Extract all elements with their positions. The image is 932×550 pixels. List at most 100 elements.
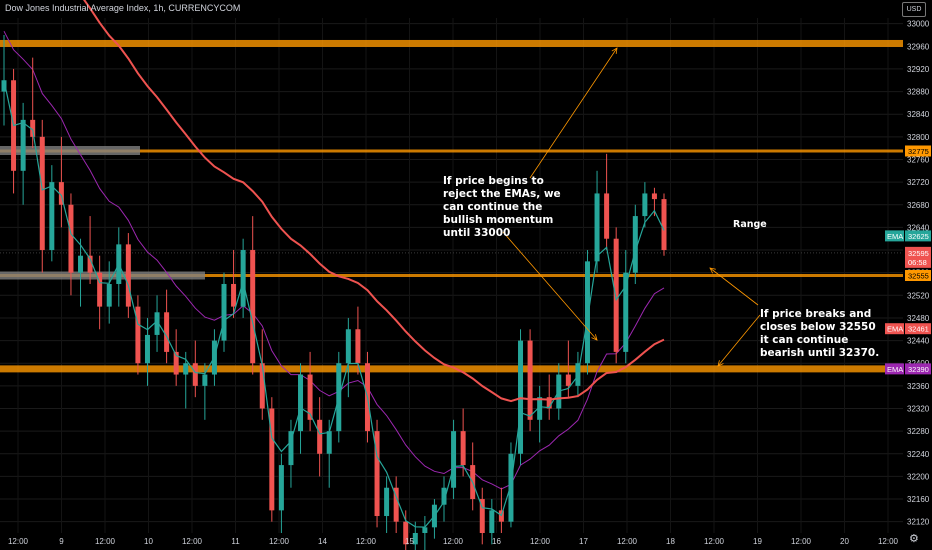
level-tag-bg [905,145,931,157]
candle-body [164,312,170,352]
candle-body [39,136,45,251]
candle-body [58,182,64,205]
x-tick-label: 20 [840,537,849,546]
level-tag-bg [905,270,931,281]
level-line [0,149,903,153]
arrow-head [591,334,598,341]
currency-label[interactable]: USD [902,2,926,17]
candle-body [460,431,466,466]
level-tag: 32555 [908,272,929,281]
ema-slow-path [3,30,665,490]
x-tick-label: 18 [666,537,675,546]
arrow-line [502,231,598,341]
x-tick-label: 12:00 [443,537,464,546]
annotation-bullish: If price begins to reject the EMAs, we c… [443,175,561,240]
y-tick-label: 32320 [907,404,930,413]
annotation-line: it can continue [760,334,849,346]
candle-body [173,351,179,375]
annotation-line: can continue the [443,201,543,213]
candle-body [584,261,590,364]
y-tick-label: 32920 [907,65,930,74]
candle-body [546,397,552,409]
arrow-line [709,267,759,306]
candle-body [393,487,399,522]
candle-body [565,374,571,386]
candle-body [49,182,55,251]
y-tick-label: 32840 [907,110,930,119]
candle-body [154,312,160,335]
x-tick-label: 12:00 [878,537,899,546]
candle-body [345,329,351,364]
candle-body [1,80,7,92]
candle-body [661,199,667,251]
annotation-arrows [502,47,761,367]
range-block [0,271,205,280]
candle-body [221,283,227,341]
time-axis[interactable]: 12:00 9 12:00 10 12:00 11 12:00 14 12:00 15 12:00 1… [8,537,899,546]
candle-body [288,431,294,466]
y-tick-label: 32880 [907,88,930,97]
x-tick-label: 12:00 [356,537,377,546]
candle-body [632,216,638,273]
candle-body [259,363,265,409]
candle-body [479,499,485,533]
y-tick-label: 32280 [907,427,930,436]
ema-tag-value: 32461 [908,325,929,334]
ema-tag-value: 32625 [908,232,929,241]
annotation-line: If price begins to [443,175,544,187]
gear-icon[interactable]: ⚙ [909,533,919,545]
x-tick-label: 14 [318,537,327,546]
ema-mid-line [83,0,665,403]
level-tag: 32775 [908,147,929,156]
y-tick-label: 32680 [907,201,930,210]
candle-body [604,193,610,239]
y-tick-label: 32640 [907,223,930,232]
x-tick-label: 10 [144,537,153,546]
candle-body [250,250,256,364]
candle-body [326,431,332,454]
last-price-tag-bg [905,246,931,268]
candle-body [30,119,36,137]
candle-body [20,119,26,171]
candle-body [441,487,447,505]
annotation-range: Range [733,218,767,231]
candle-body [231,283,237,307]
candle-body [527,340,533,420]
candle-body [106,283,112,307]
candle-body [384,487,390,517]
annotation-line: bullish momentum [443,214,554,226]
x-tick-label: 12:00 [617,537,638,546]
candle-body [518,340,524,454]
ema-tag-value-bg [905,363,931,375]
y-tick-label: 32240 [907,450,930,459]
y-tick-label: 32480 [907,314,930,323]
x-tick-label: 16 [492,537,501,546]
x-tick-label: 12:00 [269,537,290,546]
ema-tag-label-bg [885,363,904,375]
candle-body [97,272,103,307]
level-line [0,365,903,373]
ema-tag-label-bg [885,323,904,335]
y-tick-label: 32800 [907,133,930,142]
x-tick-label: 12:00 [530,537,551,546]
candle-body [240,250,246,307]
candle-body [412,533,418,545]
annotation-line: closes below 32550 [760,321,876,333]
x-tick-label: 12:00 [95,537,116,546]
level-line [0,39,903,47]
annotation-line: bearish until 32370. [760,347,880,359]
y-tick-label: 32200 [907,472,930,481]
x-tick-label: 9 [59,537,64,546]
x-tick-label: 17 [579,537,588,546]
annotation-line: reject the EMAs, we [443,188,561,200]
ema-tag-label-bg [885,230,904,242]
y-tick-label: 32960 [907,42,930,51]
candle-body [537,397,543,420]
candle-body [202,374,208,386]
annotation-bearish: If price breaks and closes below 32550 i… [760,308,879,360]
ema-mid-path [83,0,665,403]
candle-body [642,193,648,217]
candle-body [489,510,495,533]
arrow-head [611,47,618,54]
